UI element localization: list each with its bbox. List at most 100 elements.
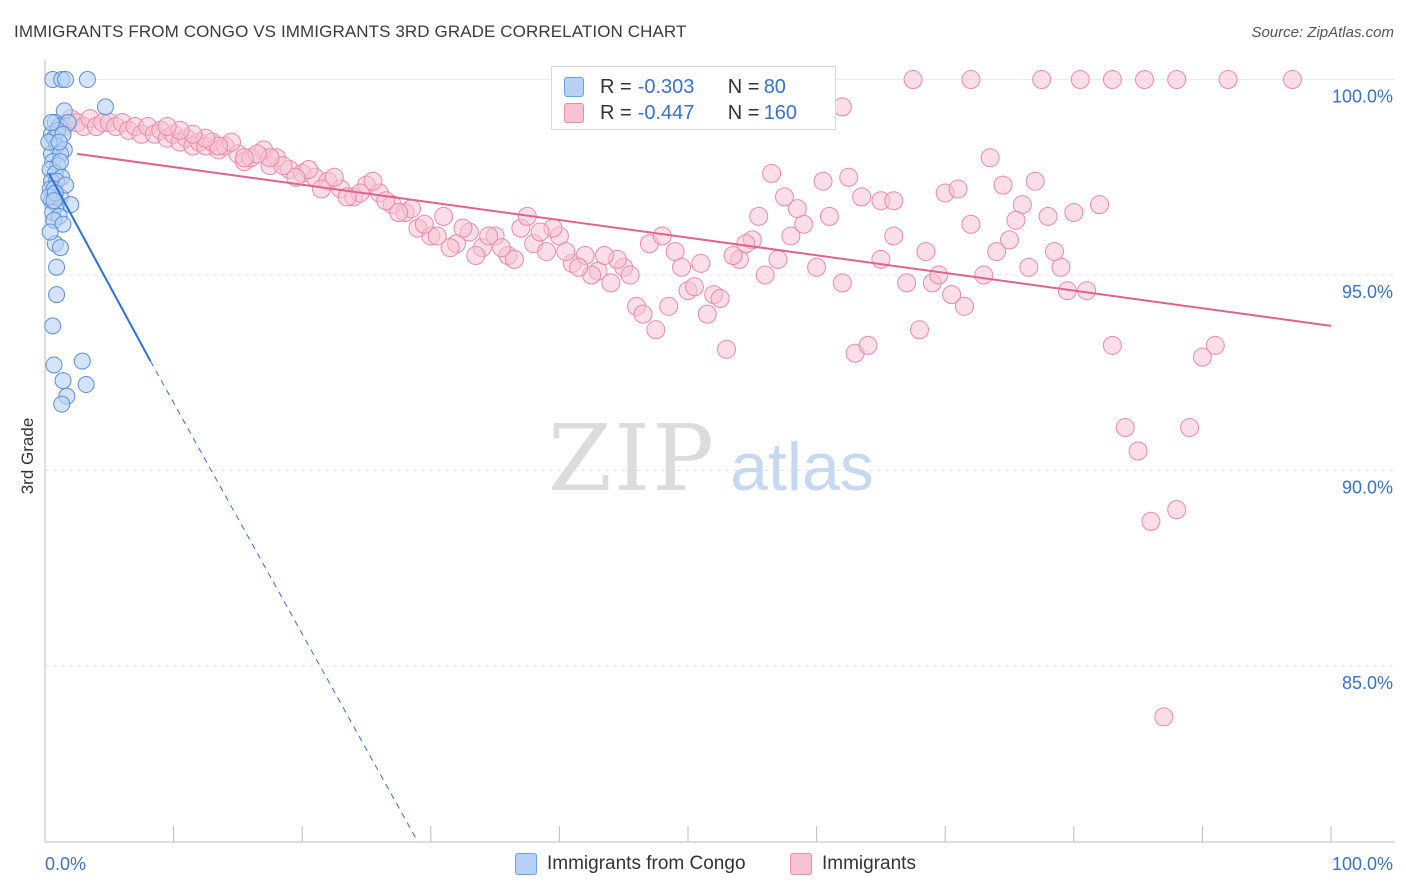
immigrants-point [819,206,839,226]
immigrants-trendline [77,152,1332,327]
r-label: R = [600,101,632,124]
immigrants-point [1045,242,1065,262]
immigrants-point [1135,70,1155,90]
congo-point [96,98,114,116]
immigrants-point [1205,335,1225,355]
immigrants-point [1192,347,1212,367]
congo-point [48,258,66,276]
immigrants-point [916,242,936,262]
r-label: R = [600,75,632,98]
congo-legend-swatch [515,853,537,875]
legend-row-immigrants: R = -0.447 N = 160 [564,100,797,126]
immigrants-point [1025,171,1045,191]
immigrants-point [813,171,833,191]
immigrants-point [556,242,576,262]
immigrants-point [697,304,717,324]
immigrants-point [1128,441,1148,461]
x-tick-label-min: 0.0% [45,854,86,874]
congo-point [54,215,72,233]
immigrants-point [1032,70,1052,90]
immigrants-point [479,226,499,246]
legend-row-congo: R = -0.303 N = 80 [564,74,786,100]
immigrants-swatch [564,103,584,123]
immigrants-point [980,148,1000,168]
immigrants-point [659,296,679,316]
immigrants-point [1154,707,1174,727]
immigrants-point [774,187,794,207]
immigrants-point [954,296,974,316]
immigrants-point [646,320,666,340]
immigrants-point [286,167,306,187]
congo-point [45,192,63,210]
immigrants-point [453,218,473,238]
r-value: -0.447 [637,101,695,124]
immigrants-point [1167,500,1187,520]
y-tick-label: 90.0% [1342,478,1393,498]
congo-point [45,356,63,374]
immigrants-point [1102,335,1122,355]
immigrants-point [903,70,923,90]
y-tick-label: 85.0% [1342,673,1393,693]
stats-legend: R = -0.303 N = 80 R = -0.447 N = 160 [551,66,836,130]
immigrants-point [157,116,177,136]
immigrants-point [1064,202,1084,222]
immigrants-point [839,167,859,187]
congo-points [40,71,114,413]
immigrants-point [942,285,962,305]
immigrants-point [768,249,788,269]
immigrants-point [434,206,454,226]
immigrants-point [832,97,852,117]
congo-point [77,376,95,394]
immigrants-point [961,70,981,90]
y-axis-label: 3rd Grade [18,417,37,495]
immigrants-point [504,249,524,269]
congo-point [51,153,69,171]
immigrants-point [633,304,653,324]
immigrants-point [1090,195,1110,215]
x-tick-label-max: 100.0% [1332,854,1393,874]
immigrants-point [684,277,704,297]
immigrants-points [54,70,1302,727]
immigrants-point [987,242,1007,262]
immigrants-point [884,226,904,246]
bottom-legend-congo[interactable]: Immigrants from Congo [515,852,746,876]
immigrants-point [620,265,640,285]
immigrants-point [1000,230,1019,250]
immigrants-point [601,273,621,293]
immigrants-point [363,171,383,191]
trendlines [47,152,1332,843]
y-tick-label: 100.0% [1332,87,1393,107]
immigrants-point [691,253,711,273]
immigrants-point [427,226,447,246]
n-value: 80 [763,75,786,98]
immigrants-point [781,226,801,246]
watermark-zip: ZIP [548,405,716,512]
immigrants-point [884,191,904,211]
r-value: -0.303 [637,75,695,98]
immigrants-point [234,148,254,168]
immigrants-point [1141,511,1161,531]
immigrants-point [897,273,917,293]
n-value: 160 [763,101,798,124]
immigrants-point [1218,70,1238,90]
immigrants-point [1282,70,1302,90]
watermark: ZIP atlas [548,405,874,512]
congo-point [50,133,68,151]
bottom-legend-immigrants[interactable]: Immigrants [790,852,916,876]
tick-labels: 85.0% 90.0% 95.0% 100.0% 0.0% 100.0% [45,87,1393,874]
immigrants-point [530,222,550,242]
immigrants-point [993,175,1013,195]
congo-point [57,71,75,89]
immigrants-point [1006,210,1026,230]
immigrants-point [717,339,737,359]
immigrants-point [948,179,968,199]
immigrants-point [858,335,878,355]
immigrants-point [929,265,949,285]
immigrants-point [787,199,807,219]
immigrants-legend-label: Immigrants [822,853,916,874]
immigrants-legend-swatch [790,853,812,875]
immigrants-point [1115,418,1135,438]
immigrants-point [324,167,344,187]
immigrants-point [974,265,994,285]
